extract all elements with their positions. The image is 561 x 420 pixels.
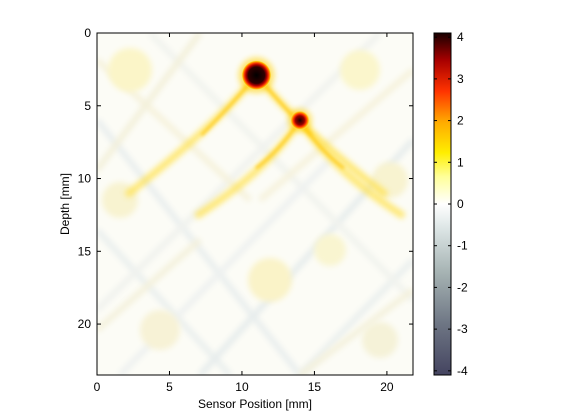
colorbar-tick-label: 1 <box>457 155 464 169</box>
colorbar-tick-label: 2 <box>457 114 464 128</box>
artifact-blob <box>314 234 346 266</box>
x-tick-label: 5 <box>166 380 173 394</box>
y-axis: 0 5 10 15 20 <box>78 26 413 331</box>
x-axis: 0 5 10 15 20 <box>94 33 394 394</box>
colorbar-tick-label: 0 <box>457 197 464 211</box>
y-tick-label: 0 <box>84 26 91 40</box>
artifact-streak <box>97 33 383 313</box>
positive-spot <box>241 60 272 91</box>
colorbar: -4 -3 -2 -1 0 1 2 3 4 <box>433 30 468 378</box>
artifact-blob <box>248 258 292 302</box>
x-tick-label: 0 <box>94 380 101 394</box>
colorbar-tick-label: 3 <box>457 72 464 86</box>
artifact-blob <box>362 322 398 358</box>
colorbar-ticks: -4 -3 -2 -1 0 1 2 3 4 <box>434 30 468 378</box>
y-tick-label: 10 <box>78 172 92 186</box>
colorbar-tick-label: -4 <box>457 364 468 378</box>
y-axis-label: Depth [mm] <box>58 173 72 235</box>
y-tick-label: 20 <box>78 317 92 331</box>
artifact-streak <box>298 287 413 375</box>
x-tick-label: 10 <box>235 380 249 394</box>
positive-spot <box>289 110 310 131</box>
artifact-streak <box>258 67 413 203</box>
artifact-blob <box>108 48 152 92</box>
plot-frame <box>96 32 414 376</box>
colorbar-tick-label: 4 <box>457 30 464 44</box>
heatmap-features <box>124 33 406 220</box>
artifact-blob <box>372 162 408 198</box>
artifact-streak <box>147 33 413 303</box>
x-tick-label: 15 <box>308 380 322 394</box>
heatmap-plot-area <box>96 32 414 376</box>
heatmap-texture <box>97 33 413 375</box>
y-tick-label: 15 <box>78 244 92 258</box>
x-axis-label: Sensor Position [mm] <box>198 397 312 411</box>
colorbar-tick-label: -2 <box>457 280 468 294</box>
artifact-streak <box>97 237 202 333</box>
y-tick-label: 5 <box>84 99 91 113</box>
artifact-blob <box>140 310 180 350</box>
artifact-blob <box>340 50 380 90</box>
artifact-streak <box>97 33 203 172</box>
colorbar-tick-label: -1 <box>457 239 468 253</box>
colorbar-tick-label: -3 <box>457 322 468 336</box>
artifact-streak <box>97 118 303 375</box>
artifact-streak <box>97 227 233 375</box>
x-tick-label: 20 <box>380 380 394 394</box>
